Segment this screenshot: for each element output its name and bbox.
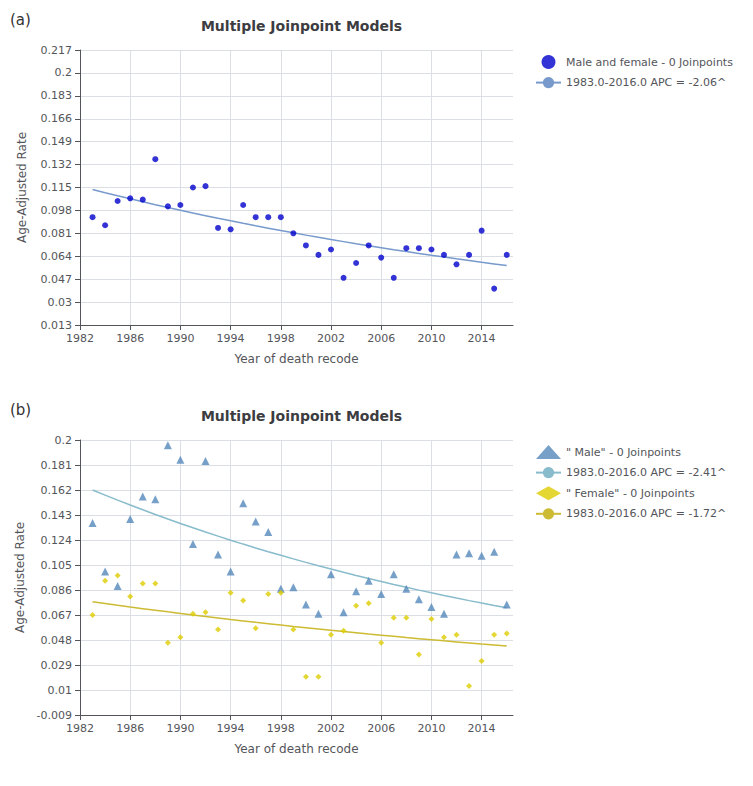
- svg-text:0.013: 0.013: [41, 319, 73, 332]
- svg-text:0.149: 0.149: [41, 135, 73, 148]
- svg-text:1998: 1998: [267, 722, 295, 735]
- svg-text:Year of death recode: Year of death recode: [233, 352, 358, 366]
- svg-text:0.124: 0.124: [41, 534, 73, 547]
- svg-text:Year of death recode: Year of death recode: [233, 742, 358, 756]
- svg-text:(b): (b): [10, 401, 31, 419]
- svg-text:0.03: 0.03: [48, 296, 73, 309]
- svg-text:1990: 1990: [166, 332, 194, 345]
- svg-text:2010: 2010: [417, 332, 445, 345]
- svg-text:0.2: 0.2: [55, 66, 73, 79]
- svg-text:0.115: 0.115: [41, 181, 73, 194]
- svg-text:1983.0-2016.0 APC = -2.06^: 1983.0-2016.0 APC = -2.06^: [566, 76, 726, 89]
- svg-text:2006: 2006: [367, 722, 395, 735]
- svg-text:0.2: 0.2: [55, 434, 73, 447]
- svg-text:0.086: 0.086: [41, 584, 73, 597]
- svg-text:" Female" - 0 Joinpoints: " Female" - 0 Joinpoints: [566, 487, 695, 500]
- svg-text:2002: 2002: [317, 332, 345, 345]
- svg-text:(a): (a): [10, 11, 31, 29]
- svg-text:Multiple Joinpoint Models: Multiple Joinpoint Models: [201, 18, 402, 34]
- svg-text:1983.0-2016.0 APC = -2.41^: 1983.0-2016.0 APC = -2.41^: [566, 466, 726, 479]
- svg-text:0.181: 0.181: [41, 459, 73, 472]
- svg-text:2002: 2002: [317, 722, 345, 735]
- svg-text:0.183: 0.183: [41, 89, 73, 102]
- svg-text:0.162: 0.162: [41, 484, 73, 497]
- svg-text:0.067: 0.067: [41, 609, 73, 622]
- svg-text:0.064: 0.064: [41, 250, 73, 263]
- svg-text:0.132: 0.132: [41, 158, 73, 171]
- svg-text:Multiple Joinpoint Models: Multiple Joinpoint Models: [201, 408, 402, 424]
- svg-text:2014: 2014: [468, 332, 496, 345]
- svg-text:Age-Adjusted Rate: Age-Adjusted Rate: [13, 522, 27, 633]
- svg-text:" Male" - 0 Joinpoints: " Male" - 0 Joinpoints: [566, 446, 681, 459]
- svg-text:0.217: 0.217: [41, 44, 73, 57]
- svg-text:0.029: 0.029: [41, 659, 73, 672]
- svg-text:-0.009: -0.009: [37, 709, 72, 722]
- svg-text:1983.0-2016.0 APC = -1.72^: 1983.0-2016.0 APC = -1.72^: [566, 507, 726, 520]
- svg-text:1986: 1986: [116, 332, 144, 345]
- svg-text:0.166: 0.166: [41, 112, 73, 125]
- svg-text:0.105: 0.105: [41, 559, 73, 572]
- svg-text:1982: 1982: [66, 722, 94, 735]
- svg-text:0.081: 0.081: [41, 227, 73, 240]
- svg-text:0.048: 0.048: [41, 634, 73, 647]
- svg-text:1994: 1994: [217, 332, 245, 345]
- svg-text:Male and female - 0 Joinpoints: Male and female - 0 Joinpoints: [566, 56, 733, 69]
- svg-text:1990: 1990: [166, 722, 194, 735]
- svg-text:0.143: 0.143: [41, 509, 73, 522]
- svg-text:2014: 2014: [468, 722, 496, 735]
- svg-text:1982: 1982: [66, 332, 94, 345]
- svg-text:Age-Adjusted Rate: Age-Adjusted Rate: [15, 132, 29, 243]
- svg-text:1994: 1994: [217, 722, 245, 735]
- svg-text:0.098: 0.098: [41, 204, 73, 217]
- svg-text:0.047: 0.047: [41, 273, 73, 286]
- svg-text:1986: 1986: [116, 722, 144, 735]
- svg-text:2006: 2006: [367, 332, 395, 345]
- svg-text:1998: 1998: [267, 332, 295, 345]
- svg-text:0.01: 0.01: [48, 684, 73, 697]
- svg-text:2010: 2010: [417, 722, 445, 735]
